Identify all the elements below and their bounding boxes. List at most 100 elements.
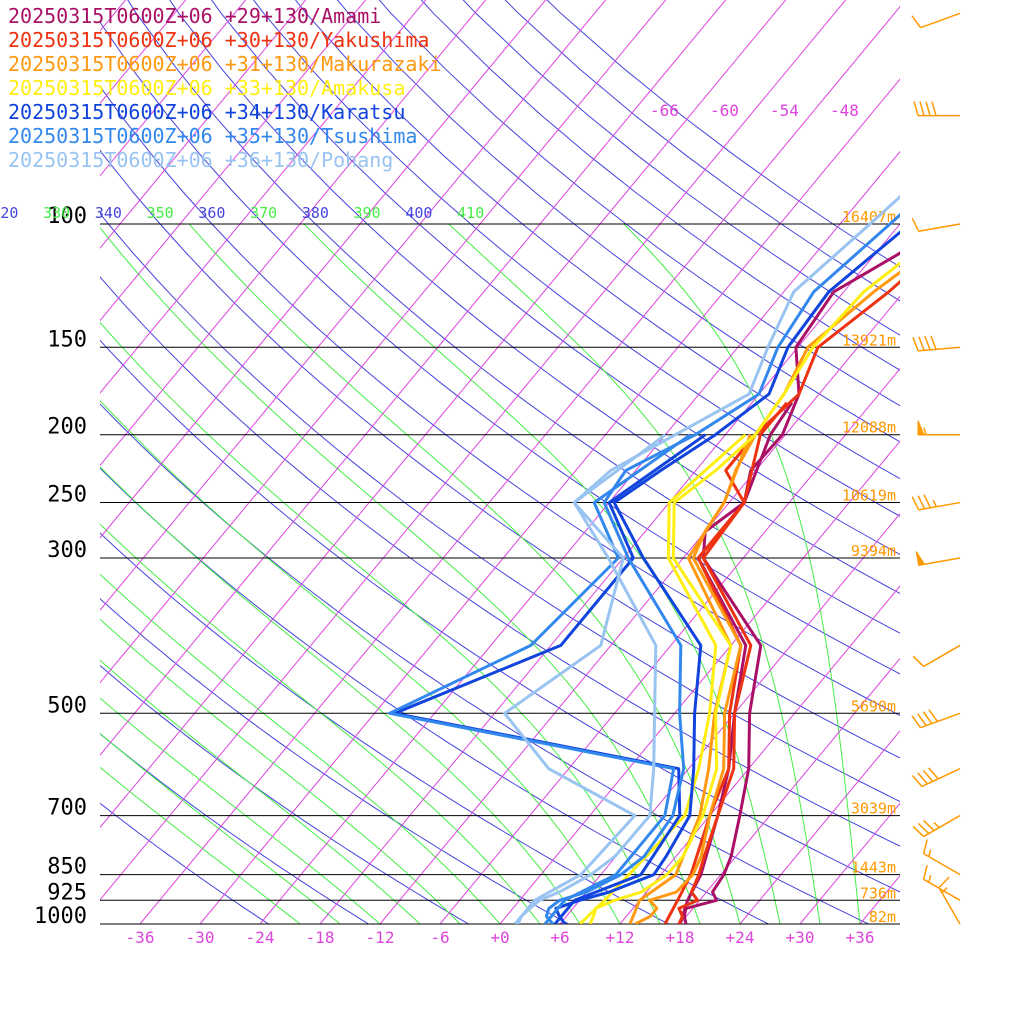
upper-temperature-label: -54 (770, 101, 799, 120)
temperature-tick-label: +18 (666, 928, 695, 947)
isotherms (100, 0, 900, 924)
dry-adiabat (100, 339, 900, 893)
series-dewpoint-line (578, 433, 747, 924)
pressure-tick-label: 925 (47, 880, 87, 905)
isotherm-line (439, 368, 900, 924)
theta-label: 380 (302, 204, 329, 222)
dry-adiabat (100, 21, 900, 675)
isotherm-line (100, 0, 727, 756)
pressure-tick-label: 150 (47, 327, 87, 352)
theta-label: 330 (43, 204, 70, 222)
pressure-tick-label: 300 (47, 538, 87, 563)
legend-item: 20250315T0600Z+06 +36+130/Pohang (8, 148, 394, 172)
legend-item: 20250315T0600Z+06 +35+130/Tsushima (8, 124, 418, 148)
series-temperature-line (516, 194, 900, 924)
height-label: 12088m (842, 419, 896, 437)
dry-adiabat (253, 0, 900, 517)
dry-adiabat (100, 149, 900, 759)
wind-barb (911, 494, 961, 511)
theta-label: 400 (405, 204, 432, 222)
pressure-tick-label: 250 (47, 483, 87, 508)
height-label: 736m (860, 884, 896, 902)
pressure-tick-label: 500 (47, 693, 87, 718)
isotherm-line (859, 874, 900, 924)
upper-temperature-label: -60 (710, 101, 739, 120)
temperature-tick-label: +30 (786, 928, 815, 947)
theta-label: 360 (198, 204, 225, 222)
legend-item: 20250315T0600Z+06 +33+130/Amakusa (8, 76, 406, 100)
pressure-tick-label: 850 (47, 855, 87, 880)
wind-barb (938, 876, 961, 925)
wind-barb (915, 551, 961, 567)
wind-barb (912, 814, 961, 838)
wind-barb (911, 12, 961, 29)
series-temperature-line (634, 270, 900, 924)
legend-item: 20250315T0600Z+06 +34+130/Karatsu (8, 100, 406, 124)
pressure-tick-label: 1000 (34, 904, 87, 929)
isotherm-line (379, 295, 900, 924)
series-temperature-line (588, 261, 900, 924)
wind-barb (922, 864, 961, 901)
height-label: 13921m (842, 331, 896, 349)
temperature-tick-label: -18 (306, 928, 335, 947)
sounding-series (388, 194, 900, 924)
wind-barb (911, 709, 961, 729)
dry-adiabat (100, 467, 770, 924)
series-dewpoint-line (503, 433, 667, 924)
wind-barb (912, 335, 961, 352)
temperature-tick-label: +12 (606, 928, 635, 947)
isobars (100, 223, 900, 925)
isotherm-line (100, 0, 547, 539)
wind-barb (911, 217, 961, 233)
isotherm-line (499, 440, 900, 924)
moist-adiabat (188, 223, 741, 924)
height-label: 82m (869, 908, 896, 926)
isotherm-line (100, 0, 307, 249)
theta-label: 390 (354, 204, 381, 222)
wind-barb (911, 767, 961, 788)
moist-adiabat (623, 223, 861, 924)
legend-item: 20250315T0600Z+06 +30+130/Yakushima (8, 28, 430, 52)
isotherm-line (100, 0, 607, 611)
theta-label: 370 (250, 204, 277, 222)
theta-label: 350 (147, 204, 174, 222)
wind-barb (922, 839, 961, 876)
legend: 20250315T0600Z+06 +29+130/Amami 20250315T… (8, 4, 441, 172)
temperature-tick-label: +36 (846, 928, 875, 947)
wind-barb (913, 101, 960, 117)
isotherm-line (100, 0, 427, 394)
temperature-tick-label: +0 (490, 928, 509, 947)
isotherm-line (100, 0, 247, 177)
dry-adiabat (100, 664, 470, 924)
wind-barb (912, 644, 961, 668)
isotherm-line (199, 78, 900, 924)
pressure-tick-label: 200 (47, 415, 87, 440)
temperature-tick-label: -30 (186, 928, 215, 947)
height-label: 1443m (851, 859, 896, 877)
dry-adiabat (100, 212, 900, 803)
temperature-tick-label: -36 (126, 928, 155, 947)
height-label: 9394m (851, 542, 896, 560)
temperature-tick-label: -12 (366, 928, 395, 947)
temperature-tick-label: -24 (246, 928, 275, 947)
series-temperature-line (554, 230, 900, 924)
isotherm-line (259, 150, 900, 924)
theta-label: 410 (457, 204, 484, 222)
pressure-tick-label: 700 (47, 796, 87, 821)
moist-adiabat (100, 766, 301, 924)
dry-adiabat (211, 0, 900, 556)
wind-barbs (911, 12, 961, 925)
pressure-tick-label: 100 (47, 204, 87, 229)
height-label: 5690m (851, 697, 896, 715)
theta-label: 320 (0, 204, 18, 222)
isotherm-line (100, 0, 187, 105)
series-temperature-line (677, 279, 900, 924)
dry-adiabat (100, 85, 900, 717)
isotherm-line (559, 512, 900, 924)
upper-temperature-label: -48 (830, 101, 859, 120)
series-temperature-line (544, 212, 900, 924)
isotherm-line (100, 0, 367, 322)
isotherm-line (139, 5, 900, 924)
